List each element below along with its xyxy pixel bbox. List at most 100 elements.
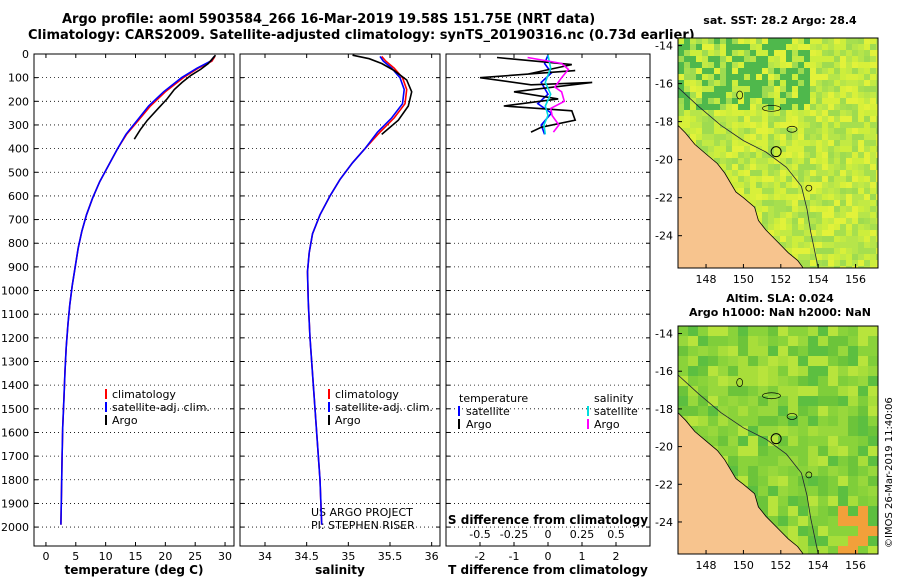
y-tick-label: 800 (8, 237, 29, 250)
map-cell (798, 194, 804, 200)
sst-map-field (678, 38, 878, 268)
map-cell (870, 50, 876, 56)
map-cell (810, 230, 816, 236)
y-tick-label: 1600 (1, 426, 29, 439)
map-cell (756, 134, 762, 140)
map-cell (828, 56, 834, 62)
map-cell (838, 496, 848, 506)
map-cell (732, 44, 738, 50)
map-cell (714, 86, 720, 92)
map-cell (810, 200, 816, 206)
map-cell (868, 536, 878, 546)
map-cell (708, 122, 714, 128)
map-cell (834, 176, 840, 182)
map-cell (708, 110, 714, 116)
map-cell (816, 74, 822, 80)
map-cell (748, 376, 758, 386)
map-cell (732, 128, 738, 134)
map-cell (848, 356, 858, 366)
map-cell (750, 188, 756, 194)
map-cell (788, 486, 798, 496)
map-cell (876, 74, 878, 80)
map-cell (828, 356, 838, 366)
map-cell (828, 336, 838, 346)
map-cell (804, 146, 810, 152)
map-cell (822, 116, 828, 122)
map-cell (768, 200, 774, 206)
map-cell (808, 356, 818, 366)
map-cell (870, 176, 876, 182)
map-cell (758, 466, 768, 476)
map-cell (688, 356, 698, 366)
map-cell (858, 50, 864, 56)
map-cell (684, 98, 690, 104)
map-cell (768, 212, 774, 218)
map-cell (720, 140, 726, 146)
map-cell (774, 50, 780, 56)
map-cell (870, 164, 876, 170)
map-cell (858, 386, 868, 396)
map-cell (744, 140, 750, 146)
map-cell (756, 110, 762, 116)
map-cell (788, 506, 798, 516)
map-cell (858, 80, 864, 86)
map-cell (774, 38, 780, 44)
map-cell (858, 546, 868, 554)
map-cell (696, 92, 702, 98)
map-cell (876, 266, 878, 268)
map-cell (798, 326, 808, 336)
map-cell (864, 68, 870, 74)
map-cell (798, 122, 804, 128)
map-cell (728, 326, 738, 336)
map-cell (828, 456, 838, 466)
map-cell (738, 456, 748, 466)
map-cell (792, 44, 798, 50)
map-cell (708, 50, 714, 56)
map-cell (780, 38, 786, 44)
map-cell (778, 366, 788, 376)
map-cell (876, 134, 878, 140)
map-cell (762, 200, 768, 206)
map-cell (846, 194, 852, 200)
map-cell (828, 206, 834, 212)
map-cell (762, 140, 768, 146)
map-cell (678, 122, 684, 128)
map-cell (758, 356, 768, 366)
map-cell (858, 260, 864, 266)
map-cell (768, 456, 778, 466)
map-cell (738, 170, 744, 176)
map-cell (792, 206, 798, 212)
map-cell (864, 98, 870, 104)
map-cell (788, 536, 798, 546)
map-cell (822, 74, 828, 80)
map-cell (848, 326, 858, 336)
map-cell (714, 134, 720, 140)
map-cell (828, 526, 838, 536)
map-cell (838, 466, 848, 476)
map-cell (748, 406, 758, 416)
map-cell (738, 164, 744, 170)
map-cell (858, 436, 868, 446)
map-cell (792, 230, 798, 236)
map-cell (828, 74, 834, 80)
map-cell (768, 62, 774, 68)
map-cell (792, 110, 798, 116)
map-cell (798, 164, 804, 170)
map-cell (870, 224, 876, 230)
map-cell (822, 218, 828, 224)
map-cell (810, 158, 816, 164)
map-cell (834, 62, 840, 68)
map-cell (750, 164, 756, 170)
map-cell (876, 122, 878, 128)
map-cell (718, 396, 728, 406)
map-cell (868, 366, 878, 376)
map-cell (846, 104, 852, 110)
map-cell (780, 110, 786, 116)
map-cell (756, 176, 762, 182)
y-tick-label: 1100 (1, 308, 29, 321)
map-cell (774, 146, 780, 152)
map-cell (810, 62, 816, 68)
map-cell (828, 476, 838, 486)
map-cell (738, 128, 744, 134)
